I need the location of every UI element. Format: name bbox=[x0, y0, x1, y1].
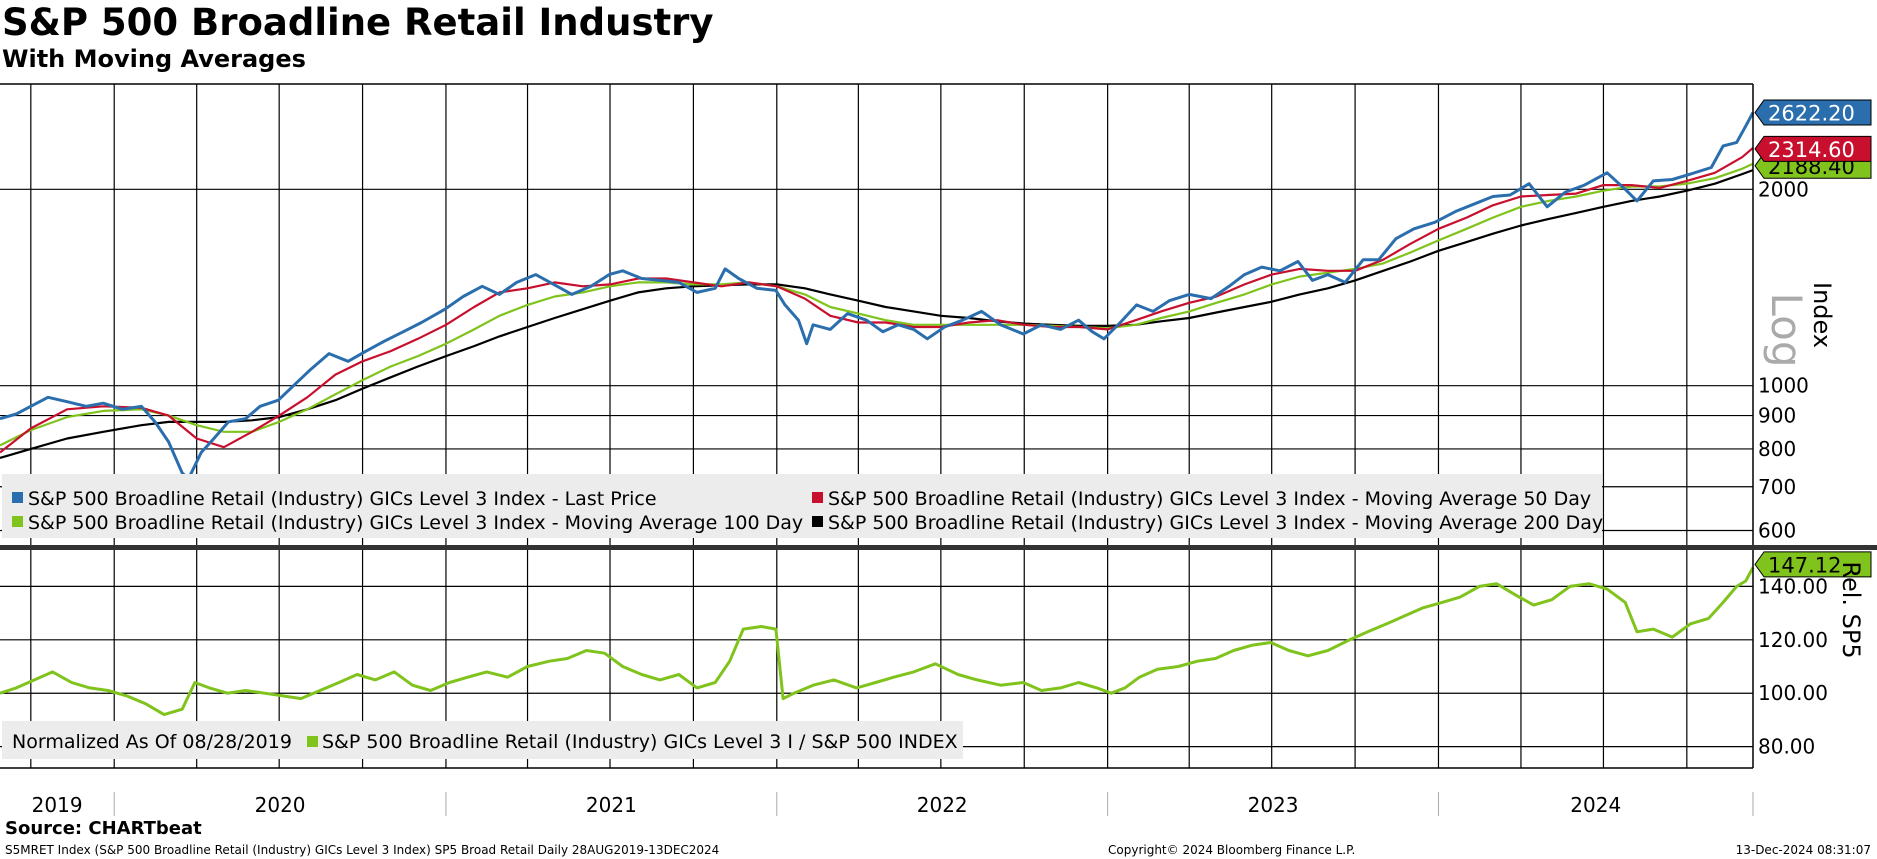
x-tick-label: 2022 bbox=[917, 793, 968, 817]
main-ylabel: Index bbox=[1808, 282, 1836, 348]
series-line-ma200 bbox=[0, 169, 1754, 459]
legend-label-ma50: S&P 500 Broadline Retail (Industry) GICs… bbox=[828, 488, 1591, 510]
x-tick-label: 2020 bbox=[255, 793, 306, 817]
log-scale-label: Log bbox=[1762, 292, 1811, 367]
legend-label-ma200: S&P 500 Broadline Retail (Industry) GICs… bbox=[828, 512, 1603, 534]
y-tick-label: 800 bbox=[1758, 437, 1796, 461]
legend-swatch-last-price bbox=[12, 492, 23, 503]
panel-frames bbox=[0, 83, 1877, 769]
page-title: S&P 500 Broadline Retail Industry bbox=[2, 1, 714, 44]
y-tick-label: 100.00 bbox=[1758, 681, 1828, 705]
tag-relative-text: 147.12 bbox=[1768, 553, 1841, 577]
legend-swatch-relative bbox=[307, 736, 318, 747]
legend-swatch-ma200 bbox=[812, 516, 823, 527]
y-tick-label: 700 bbox=[1758, 475, 1796, 499]
x-tick-label: 2021 bbox=[586, 793, 637, 817]
tag-last-price-text: 2622.20 bbox=[1768, 102, 1855, 126]
axis-labels: 2019 2020 2021 2022 2023 2024 600 700 800 900 1000… bbox=[32, 177, 1828, 817]
footer-timestamp: 13-Dec-2024 08:31:07 bbox=[1735, 843, 1871, 857]
x-tick-label: 2023 bbox=[1248, 793, 1299, 817]
y-tick-label: 900 bbox=[1758, 404, 1796, 428]
legend-swatch-ma100 bbox=[12, 516, 23, 527]
tag-ma50: 2314.60 bbox=[1754, 135, 1872, 162]
y-tick-label: 80.00 bbox=[1758, 735, 1815, 759]
y-tick-label: 1000 bbox=[1758, 374, 1809, 398]
tag-ma50-text: 2314.60 bbox=[1768, 138, 1855, 162]
page-subtitle: With Moving Averages bbox=[2, 45, 306, 73]
source-label: Source: CHARTbeat bbox=[5, 818, 202, 839]
tag-last-price-shape bbox=[1754, 99, 1872, 126]
x-tick-label: 2019 bbox=[32, 793, 83, 817]
tag-relative-shape bbox=[1754, 551, 1872, 578]
x-tick-label: 2024 bbox=[1570, 793, 1621, 817]
legend-label-ma100: S&P 500 Broadline Retail (Industry) GICs… bbox=[28, 512, 803, 534]
relative-legend: Normalized As Of 08/28/2019 S&P 500 Broa… bbox=[2, 721, 963, 759]
series-line-price bbox=[0, 111, 1755, 481]
relative-ylabel: Rel. SP5 bbox=[1837, 561, 1865, 658]
relative-panel-series bbox=[0, 566, 1755, 717]
tag-relative: 147.12 bbox=[1754, 551, 1872, 578]
main-legend: S&P 500 Broadline Retail (Industry) GICs… bbox=[2, 474, 1603, 538]
footer-copyright: Copyright© 2024 Bloomberg Finance L.P. bbox=[1108, 843, 1356, 857]
y-tick-label: 140.00 bbox=[1758, 574, 1828, 598]
y-tick-label: 600 bbox=[1758, 518, 1796, 542]
panel-divider bbox=[0, 545, 1877, 550]
relative-legend-background bbox=[2, 721, 963, 759]
series-line-relative bbox=[0, 566, 1755, 717]
footer-ticker-description: S5MRET Index (S&P 500 Broadline Retail (… bbox=[5, 843, 720, 857]
y-tick-label: 120.00 bbox=[1758, 628, 1828, 652]
main-legend-background bbox=[2, 474, 1602, 538]
tag-ma50-shape bbox=[1754, 135, 1872, 162]
legend-label-last-price: S&P 500 Broadline Retail (Industry) GICs… bbox=[28, 488, 657, 510]
legend-swatch-ma50 bbox=[812, 492, 823, 503]
main-panel-series bbox=[0, 111, 1755, 481]
legend-label-relative: S&P 500 Broadline Retail (Industry) GICs… bbox=[322, 731, 958, 753]
relative-legend-note: Normalized As Of 08/28/2019 bbox=[12, 731, 292, 753]
series-line-ma100 bbox=[0, 162, 1754, 447]
y-tick-label: 2000 bbox=[1758, 177, 1809, 201]
tag-last-price: 2622.20 bbox=[1754, 99, 1872, 126]
